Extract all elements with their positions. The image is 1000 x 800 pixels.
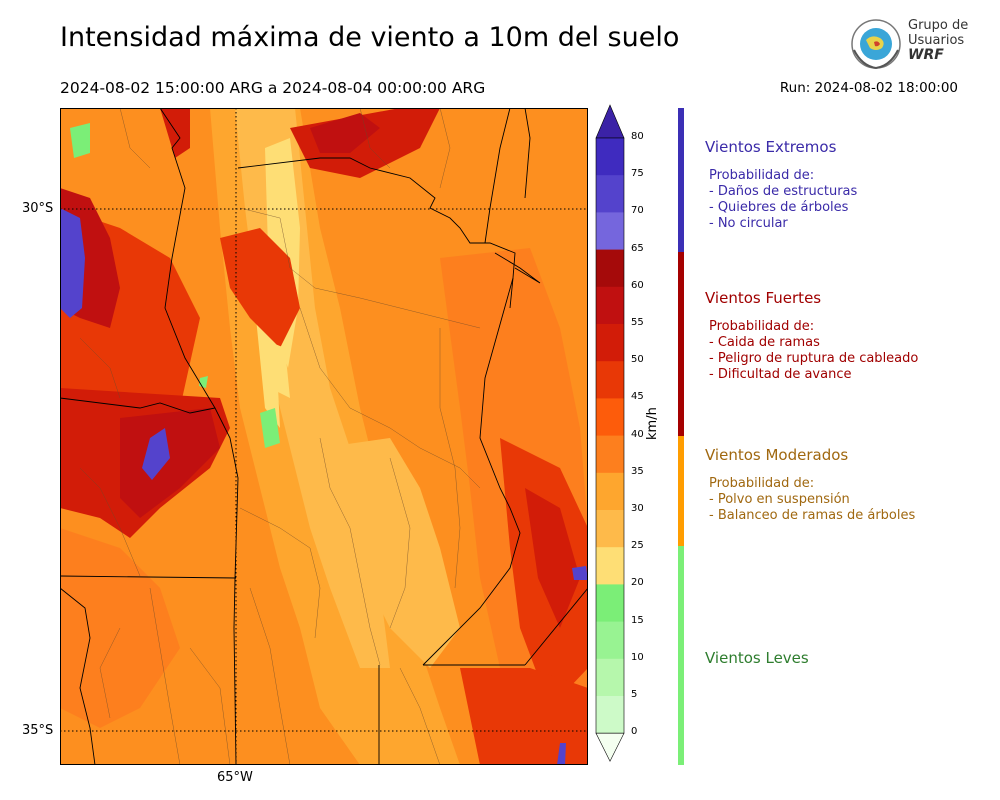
colorbar-tick-label: 40 bbox=[631, 428, 644, 440]
colorbar-outline bbox=[595, 137, 625, 734]
category-line: Probabilidad de: bbox=[709, 319, 815, 334]
wind-field-shading bbox=[60, 108, 588, 765]
category-title: Vientos Leves bbox=[705, 649, 809, 667]
chart-title: Intensidad máxima de viento a 10m del su… bbox=[60, 22, 680, 53]
colorbar-swatch bbox=[596, 435, 624, 474]
category-title: Vientos Moderados bbox=[705, 446, 849, 464]
category-line: - Polvo en suspensión bbox=[709, 492, 850, 507]
colorbar-swatch bbox=[596, 175, 624, 213]
category-line: - Caida de ramas bbox=[709, 335, 820, 350]
logo-text: Grupo de Usuarios WRF bbox=[908, 18, 968, 63]
valid-period: 2024-08-02 15:00:00 ARG a 2024-08-04 00:… bbox=[60, 79, 486, 97]
colorbar-tick-label: 50 bbox=[631, 354, 644, 366]
colorbar-swatch bbox=[596, 472, 624, 511]
colorbar-swatch bbox=[596, 584, 624, 622]
colorbar-tick-label: 70 bbox=[631, 205, 644, 217]
logo-line-1: Grupo de bbox=[908, 18, 969, 33]
colorbar-swatch bbox=[596, 398, 624, 436]
category-line: Probabilidad de: bbox=[709, 168, 815, 183]
colorbar-tick-label: 15 bbox=[631, 614, 644, 626]
colorbar-tick-label: 75 bbox=[631, 168, 644, 180]
lat-label-30s: 30°S bbox=[22, 201, 54, 216]
colorbar-swatch bbox=[596, 658, 624, 697]
category-line: - Quiebres de árboles bbox=[709, 200, 849, 215]
colorbar-swatch bbox=[596, 249, 624, 288]
colorbar-extend-max bbox=[595, 104, 625, 139]
colorbar-swatch bbox=[596, 286, 624, 325]
category-extremos: Vientos Extremos Probabilidad de: - Daño… bbox=[705, 138, 857, 232]
wrf-users-logo: Grupo de Usuarios WRF bbox=[848, 16, 973, 74]
colorbar-units: km/h bbox=[645, 407, 660, 440]
colorbar-swatch bbox=[596, 361, 624, 399]
colorbar-tick-label: 25 bbox=[631, 540, 644, 552]
colorbar-swatch bbox=[596, 696, 624, 734]
category-leves: Vientos Leves bbox=[705, 649, 809, 667]
category-line: - Dificultad de avance bbox=[709, 367, 852, 382]
colorbar-swatch bbox=[596, 621, 624, 660]
colorbar-tick-label: 5 bbox=[631, 689, 638, 700]
category-bar-extremos bbox=[678, 108, 684, 252]
colorbar-swatch bbox=[596, 138, 624, 176]
category-line: - No circular bbox=[709, 216, 788, 231]
lon-label-65w: 65°W bbox=[217, 770, 253, 785]
category-line: Probabilidad de: bbox=[709, 476, 815, 491]
colorbar-swatch bbox=[596, 212, 624, 250]
colorbar-tick-label: 80 bbox=[631, 131, 644, 142]
colorbar-tick-label: 35 bbox=[631, 465, 644, 477]
colorbar-tick-label: 55 bbox=[631, 317, 644, 328]
category-title: Vientos Fuertes bbox=[705, 289, 822, 307]
category-bar-fuertes bbox=[678, 252, 684, 436]
category-moderados: Vientos Moderados Probabilidad de: - Pol… bbox=[705, 446, 915, 524]
colorbar-tick-label: 20 bbox=[631, 577, 644, 589]
graticule bbox=[60, 108, 588, 765]
run-time: Run: 2024-08-02 18:00:00 bbox=[779, 80, 958, 96]
category-title: Vientos Extremos bbox=[705, 138, 837, 156]
colorbar-tick-label: 30 bbox=[631, 503, 644, 514]
colorbar bbox=[595, 104, 625, 762]
lat-label-35s: 35°S bbox=[22, 723, 54, 738]
category-fuertes: Vientos Fuertes Probabilidad de: - Caida… bbox=[705, 289, 918, 383]
colorbar-swatch bbox=[596, 324, 624, 362]
logo-line-3: WRF bbox=[908, 47, 944, 63]
colorbar-tick-label: 45 bbox=[631, 391, 644, 403]
colorbar-swatch bbox=[596, 547, 624, 585]
category-line: - Balanceo de ramas de árboles bbox=[709, 508, 916, 523]
globe-logo-icon bbox=[851, 19, 901, 70]
colorbar-swatch bbox=[596, 510, 624, 548]
category-bar-leves bbox=[678, 546, 684, 765]
colorbar-tick-label: 65 bbox=[631, 242, 644, 254]
province-borders bbox=[60, 108, 588, 765]
category-line: - Daños de estructuras bbox=[709, 184, 858, 199]
category-line: - Peligro de ruptura de cableado bbox=[709, 351, 919, 366]
colorbar-tick-label: 10 bbox=[631, 651, 644, 663]
wind-speed-map bbox=[60, 108, 588, 765]
colorbar-tick-label: 60 bbox=[631, 279, 644, 291]
logo-line-2: Usuarios bbox=[908, 33, 965, 48]
category-bar-moderados bbox=[678, 436, 684, 546]
colorbar-extend-min bbox=[595, 732, 625, 762]
department-borders bbox=[79, 108, 481, 765]
colorbar-tick-label: 0 bbox=[631, 726, 638, 738]
